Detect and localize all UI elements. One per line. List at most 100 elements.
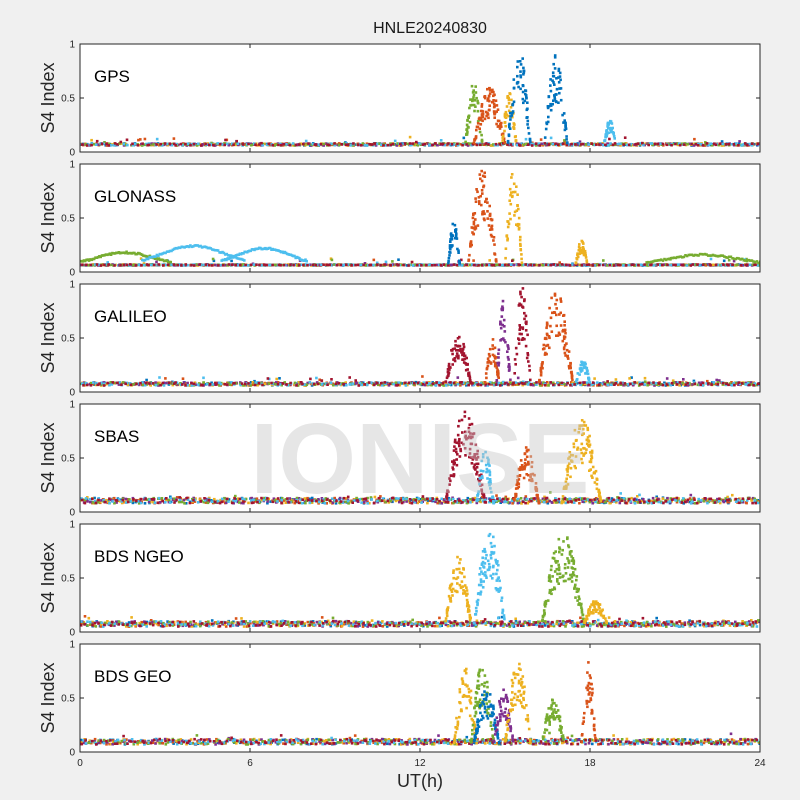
data-point [456, 356, 460, 359]
data-point [518, 324, 521, 327]
data-point [469, 104, 472, 107]
data-point [151, 382, 155, 385]
data-point [206, 246, 210, 250]
data-point [689, 253, 692, 257]
data-point [518, 60, 522, 63]
data-point [429, 499, 432, 502]
data-point [682, 264, 685, 267]
data-point [372, 258, 376, 262]
data-point [189, 244, 192, 247]
data-point [387, 384, 391, 387]
data-point [685, 264, 689, 267]
data-point [137, 263, 141, 267]
data-point [464, 368, 468, 372]
data-point [706, 498, 710, 501]
data-point [538, 263, 541, 267]
data-point [613, 264, 616, 267]
data-point [254, 143, 257, 146]
data-point [236, 500, 240, 504]
data-point [90, 142, 93, 145]
data-point [503, 112, 507, 116]
data-point [584, 256, 588, 259]
data-point [623, 136, 627, 139]
data-point [480, 179, 484, 183]
data-point [469, 263, 472, 267]
data-point [299, 263, 303, 266]
data-point [549, 263, 552, 267]
data-point [516, 74, 519, 78]
data-point [714, 143, 718, 147]
data-point [497, 352, 500, 355]
data-point [236, 497, 240, 500]
data-point [697, 381, 701, 385]
data-point [139, 381, 142, 385]
data-point [285, 264, 289, 267]
data-point [283, 499, 286, 502]
data-point [564, 127, 568, 130]
data-point [430, 499, 434, 502]
data-point [618, 501, 622, 505]
data-point [575, 378, 579, 382]
data-point [468, 106, 471, 110]
data-point [737, 142, 741, 145]
data-point [275, 143, 279, 146]
data-point [508, 111, 512, 115]
data-point [333, 142, 336, 145]
data-point [294, 143, 298, 147]
data-point [101, 263, 105, 266]
data-point [472, 226, 475, 230]
data-point [434, 142, 437, 145]
data-point [504, 110, 508, 114]
data-point [581, 500, 584, 503]
data-point [610, 122, 614, 125]
data-point [340, 143, 343, 146]
data-point [727, 143, 731, 146]
data-point [109, 253, 113, 256]
data-point [709, 142, 713, 145]
data-point [386, 143, 390, 147]
data-point [500, 500, 504, 504]
data-point [158, 252, 162, 256]
data-point [745, 501, 748, 505]
data-point [141, 258, 144, 262]
y-tick-label: 1 [69, 40, 75, 51]
data-point [441, 142, 445, 146]
data-point [512, 100, 516, 104]
data-point [754, 263, 757, 266]
data-point [202, 263, 206, 267]
data-point [468, 253, 471, 257]
data-point [216, 249, 220, 252]
data-point [749, 381, 753, 384]
data-point [210, 381, 213, 385]
data-point [157, 263, 160, 266]
data-point [508, 92, 511, 95]
data-point [168, 142, 172, 145]
data-point [466, 382, 469, 386]
data-point [211, 257, 215, 261]
data-point [606, 380, 609, 383]
data-point [480, 189, 484, 192]
data-point [529, 140, 532, 143]
data-point [712, 263, 715, 267]
data-point [517, 226, 521, 230]
data-point [530, 144, 534, 147]
data-point [178, 246, 182, 250]
data-point [449, 240, 452, 243]
data-point [696, 383, 700, 387]
data-point [276, 381, 280, 384]
data-point [522, 143, 526, 147]
data-point [550, 296, 553, 300]
data-point [711, 253, 715, 257]
data-point [505, 234, 508, 238]
data-point [337, 381, 341, 385]
data-point [312, 382, 316, 386]
data-point [399, 381, 402, 385]
data-point [476, 224, 480, 227]
data-point [504, 124, 507, 128]
data-point [569, 364, 572, 368]
data-point [398, 142, 402, 146]
data-point [255, 263, 258, 266]
data-point [348, 376, 351, 379]
data-point [538, 144, 542, 147]
data-point [379, 264, 382, 267]
